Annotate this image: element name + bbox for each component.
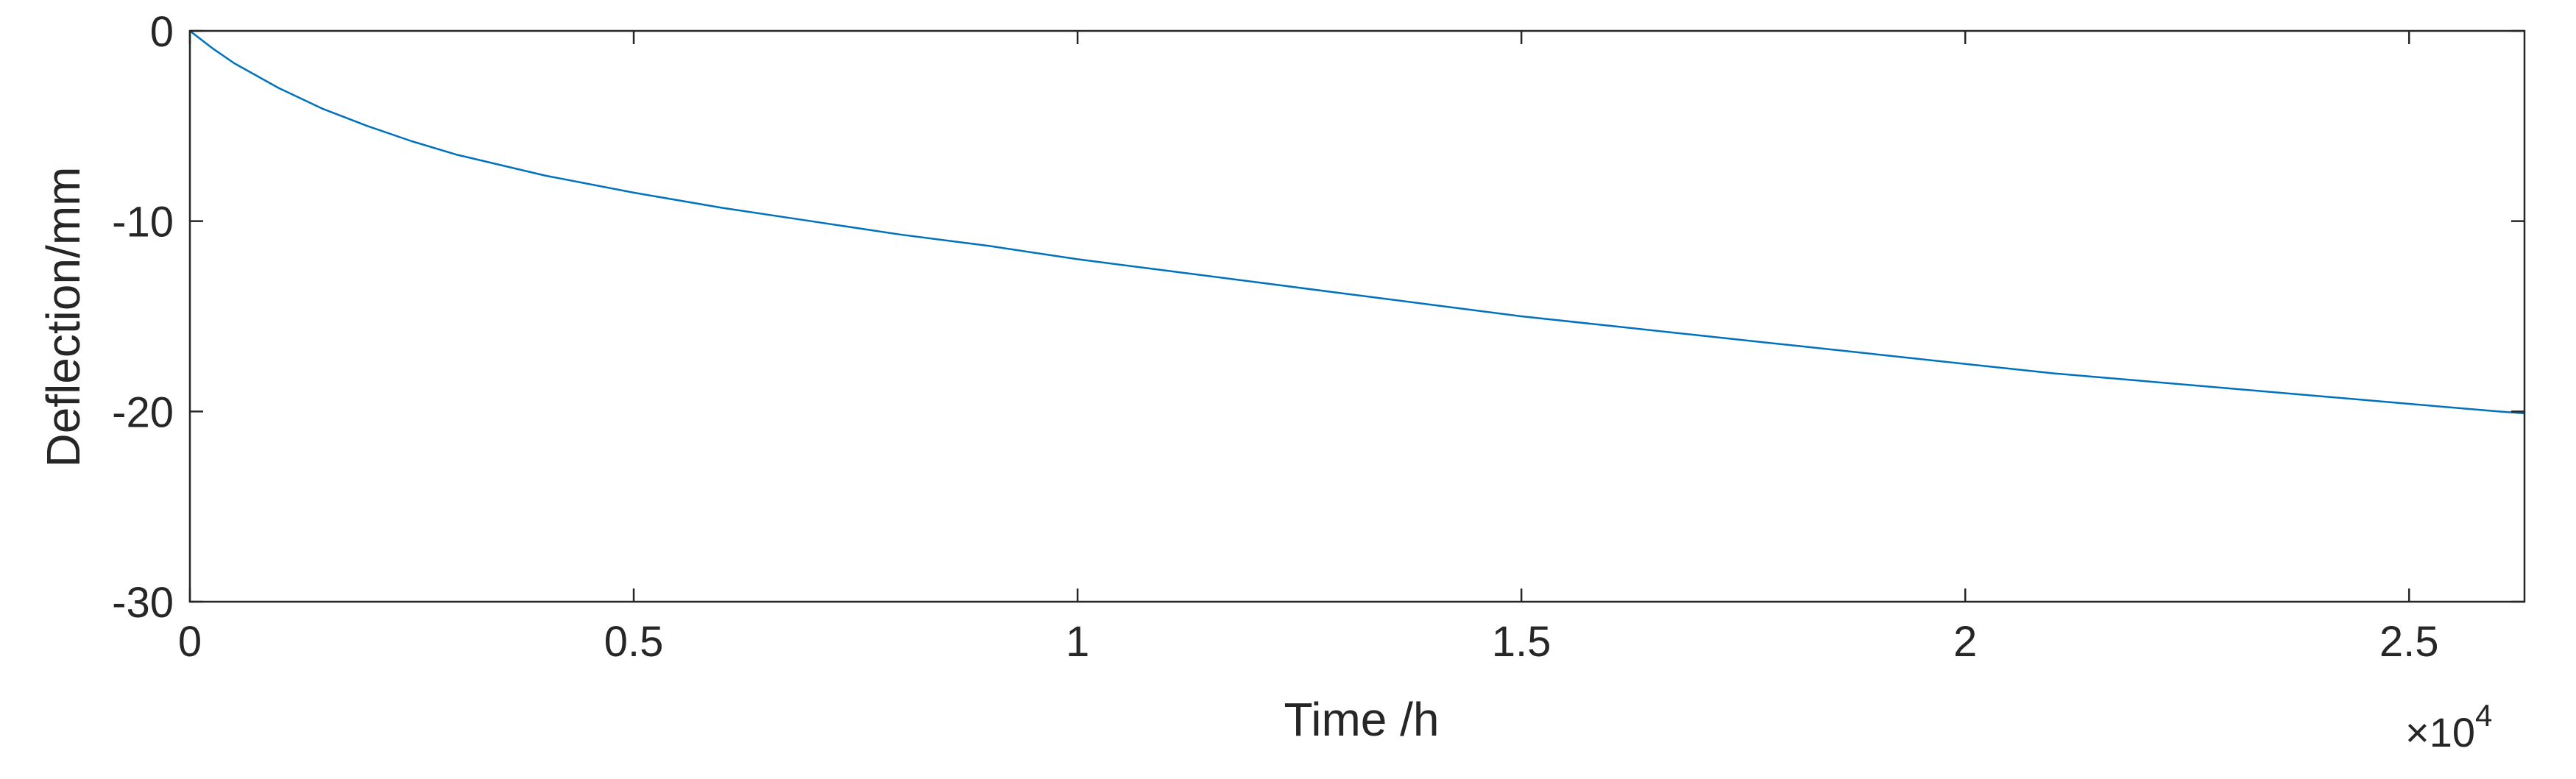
y-tick-label: -20	[112, 388, 174, 436]
x-tick-label: 1.5	[1492, 618, 1551, 666]
x-tick-label: 0	[178, 618, 202, 666]
x-multiplier-exponent: 4	[2475, 698, 2492, 733]
plot-area	[189, 30, 2525, 415]
y-axis-label: Deflection/mm	[37, 167, 90, 468]
x-tick-label: 0.5	[604, 618, 664, 666]
axes	[188, 29, 2526, 603]
y-tick-label: 0	[150, 8, 174, 56]
series-line	[189, 30, 2525, 415]
axes-box	[188, 29, 2526, 603]
x-multiplier-base: ×10	[2405, 709, 2475, 755]
x-axis-exponent-multiplier: ×104	[2405, 698, 2492, 755]
x-tick-label: 2	[1953, 618, 1977, 666]
x-tick-label: 2.5	[2379, 618, 2439, 666]
y-tick-label: -30	[112, 579, 174, 627]
x-tick-label: 1	[1066, 618, 1089, 666]
tick-labels: 0 0.5 1 1.5 2 2.5 -30 -20 -10 0	[112, 8, 2438, 666]
y-tick-label: -10	[112, 199, 174, 246]
x-axis-label: Time /h	[1284, 693, 1440, 746]
